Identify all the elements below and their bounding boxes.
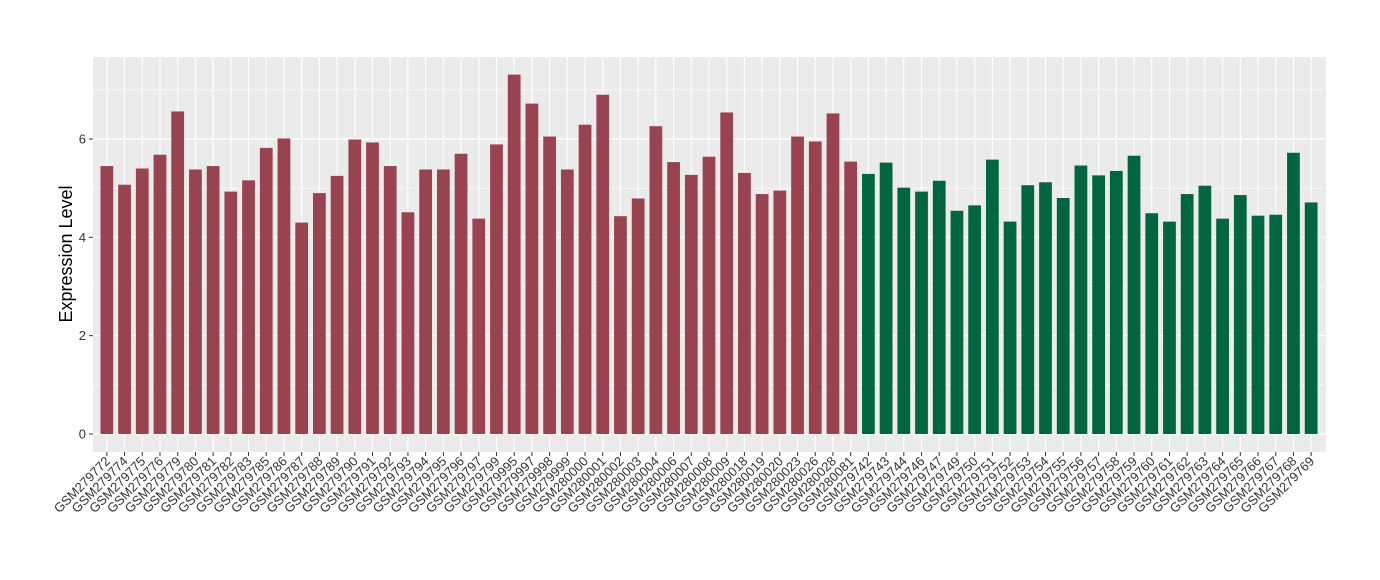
bar-GSM279744: [897, 187, 911, 434]
y-tick-label: 4: [79, 230, 86, 245]
bar-GSM279769: [1304, 202, 1318, 434]
bar-GSM279776: [153, 154, 167, 434]
bar-GSM279775: [135, 168, 149, 434]
bars: [100, 74, 1318, 435]
bar-GSM279757: [1092, 175, 1105, 434]
y-tick-label: 6: [79, 132, 86, 147]
bar-GSM279761: [1163, 221, 1176, 434]
bar-GSM280003: [631, 198, 645, 434]
bar-GSM279754: [1039, 182, 1052, 434]
bar-GSM279787: [295, 222, 309, 434]
bar-GSM280007: [684, 174, 698, 434]
bar-GSM279760: [1145, 213, 1159, 434]
bar-GSM279755: [1056, 198, 1070, 434]
bar-GSM279749: [950, 210, 964, 434]
bar-GSM280020: [773, 190, 787, 434]
y-axis-title: Expression Level: [56, 185, 76, 322]
bar-GSM280018: [738, 172, 751, 435]
y-axis: 0 2 4 6: [79, 132, 93, 442]
bar-GSM280019: [755, 194, 769, 434]
bar-GSM279743: [879, 162, 893, 434]
bar-GSM279796: [454, 153, 468, 434]
bar-GSM280026: [808, 141, 822, 435]
bar-GSM279779: [171, 111, 185, 434]
bar-GSM279762: [1180, 194, 1194, 434]
bar-GSM279758: [1109, 170, 1123, 435]
bar-GSM279750: [968, 205, 982, 434]
bar-GSM279780: [189, 169, 202, 434]
bar-GSM279753: [1021, 185, 1035, 434]
bar-GSM279756: [1074, 165, 1088, 435]
bar-GSM279790: [348, 139, 362, 434]
bar-GSM279794: [419, 169, 433, 434]
bar-GSM279785: [259, 147, 273, 434]
bar-GSM279782: [224, 191, 238, 434]
bar-GSM279764: [1216, 218, 1229, 434]
bar-GSM280002: [614, 216, 627, 434]
bar-GSM279783: [242, 180, 255, 434]
bar-GSM279751: [985, 159, 999, 434]
bar-GSM279781: [206, 166, 220, 434]
bar-GSM279995: [507, 74, 521, 434]
bar-GSM280023: [791, 136, 804, 434]
bar-GSM279791: [366, 142, 379, 435]
x-axis: GSM279772GSM279774GSM279775GSM279776GSM2…: [51, 452, 1317, 516]
bar-GSM280028: [826, 113, 840, 434]
bar-GSM279759: [1127, 155, 1141, 434]
bar-GSM280009: [720, 112, 734, 434]
bar-GSM280008: [702, 156, 716, 434]
bar-GSM279767: [1269, 214, 1283, 434]
bar-GSM279789: [330, 175, 344, 434]
bar-GSM279793: [401, 212, 415, 434]
bar-GSM279792: [383, 166, 397, 434]
bar-GSM279763: [1198, 185, 1212, 434]
bar-GSM280004: [649, 126, 663, 434]
bar-GSM279795: [436, 169, 450, 434]
bar-GSM280001: [596, 94, 610, 434]
bar-GSM279999: [560, 169, 574, 434]
bar-GSM279774: [118, 184, 131, 434]
bar-GSM279766: [1251, 215, 1265, 434]
bar-GSM279772: [100, 166, 114, 434]
bar-GSM279998: [543, 136, 556, 434]
y-tick-label: 0: [79, 427, 86, 442]
bar-GSM279799: [490, 144, 503, 435]
bar-GSM279788: [313, 193, 326, 434]
bar-GSM279742: [862, 173, 875, 435]
bar-GSM279997: [525, 103, 539, 434]
bar-GSM279746: [915, 191, 928, 434]
bar-GSM279765: [1233, 195, 1247, 434]
bar-GSM279752: [1003, 221, 1017, 434]
bar-GSM279768: [1287, 152, 1300, 434]
bar-GSM279747: [932, 180, 946, 434]
bar-GSM280081: [844, 161, 858, 434]
bar-GSM280006: [667, 162, 680, 434]
y-tick-label: 2: [79, 328, 86, 343]
bar-GSM279797: [472, 218, 486, 434]
bar-GSM280000: [578, 124, 592, 434]
bar-GSM279786: [277, 138, 291, 434]
